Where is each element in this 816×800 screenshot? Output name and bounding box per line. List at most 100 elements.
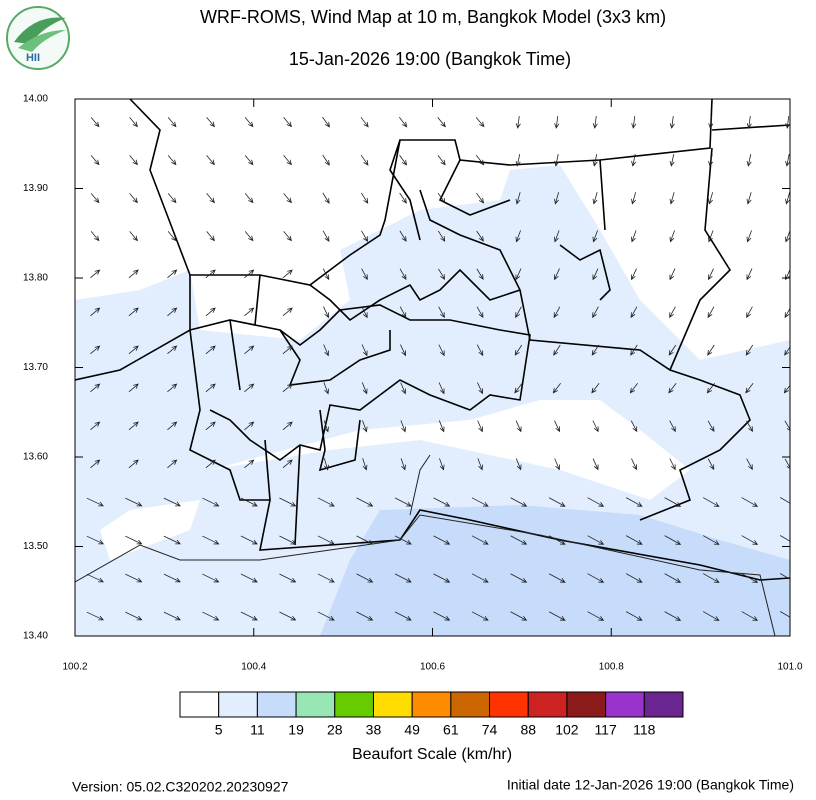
x-tick-label: 100.2 <box>62 662 87 673</box>
legend-swatch <box>527 691 568 718</box>
wind-arrow <box>746 230 752 243</box>
wind-region-calm <box>100 500 200 560</box>
map-area <box>75 99 790 636</box>
wind-arrow <box>664 573 682 583</box>
wind-arrow <box>400 458 406 471</box>
wind-arrow <box>783 384 790 394</box>
legend-label: 61 <box>443 722 459 738</box>
wind-arrow <box>317 611 335 621</box>
wind-arrow <box>322 230 330 243</box>
legend-label: 117 <box>594 722 617 738</box>
wind-arrow <box>477 382 484 395</box>
wind-arrow <box>708 154 714 167</box>
wind-arrow <box>167 383 178 393</box>
legend-swatch <box>372 691 413 718</box>
legend-label: 19 <box>288 722 304 738</box>
wind-arrow <box>706 382 715 394</box>
wind-arrow <box>785 230 790 243</box>
wind-arrow <box>317 573 335 583</box>
wind-arrow <box>631 115 637 129</box>
wind-arrow <box>625 497 643 507</box>
wind-arrow <box>438 344 445 357</box>
wind-arrow <box>437 117 446 128</box>
wind-arrow <box>433 497 451 507</box>
wind-arrow <box>746 458 753 471</box>
wind-arrow <box>205 459 216 469</box>
wind-arrow <box>90 193 100 204</box>
wind-arrow <box>362 420 368 433</box>
wind-arrow <box>702 535 720 545</box>
wind-arrow <box>592 420 599 433</box>
wind-arrow <box>741 611 759 621</box>
wind-arrow <box>167 459 178 469</box>
version: Version: 05.02.C320202.20230927 <box>72 779 289 795</box>
wind-arrow <box>702 573 720 583</box>
wind-arrow <box>746 420 754 432</box>
wind-arrow <box>433 573 451 583</box>
wind-arrow <box>317 535 335 545</box>
wind-arrow <box>439 458 445 471</box>
y-tick-label: 13.80 <box>23 273 48 284</box>
wind-arrow <box>587 535 605 545</box>
wind-arrow <box>591 382 600 394</box>
wind-arrow <box>244 383 255 393</box>
wind-arrow <box>668 344 677 356</box>
legend-title: Beaufort Scale (km/hr) <box>352 746 512 763</box>
wind-arrow <box>708 115 714 129</box>
wind-arrow <box>167 345 178 355</box>
wind-arrow <box>707 306 715 319</box>
wind-arrow <box>356 573 374 583</box>
wind-arrow <box>548 611 566 621</box>
wind-arrow <box>780 497 790 504</box>
wind-arrow <box>437 192 446 204</box>
wind-arrow <box>361 230 369 242</box>
wind-arrow <box>514 344 523 356</box>
wind-arrow <box>129 231 138 242</box>
wind-arrow <box>282 269 293 279</box>
wind-arrow <box>125 573 143 583</box>
wind-arrow <box>669 154 675 167</box>
wind-arrow <box>510 535 528 545</box>
wind-arrow <box>205 383 216 393</box>
wind-arrow <box>784 346 790 356</box>
wind-arrow <box>438 420 445 433</box>
wind-arrow <box>433 611 451 621</box>
wind-arrow <box>510 497 528 507</box>
wind-arrow <box>129 193 138 204</box>
wind-arrow <box>477 420 483 433</box>
wind-arrow <box>548 497 566 507</box>
wind-arrow <box>630 344 638 356</box>
wind-arrow <box>361 382 368 395</box>
wind-arrow <box>515 420 522 433</box>
wind-arrow <box>323 420 329 433</box>
wind-arrow <box>129 117 138 128</box>
wind-arrow <box>202 497 220 507</box>
wind-arrow <box>398 117 408 128</box>
wind-arrow <box>360 192 369 204</box>
wind-arrow <box>167 193 177 204</box>
wind-arrow <box>206 155 215 166</box>
wind-arrow <box>361 268 368 281</box>
x-tick-label: 100.4 <box>241 662 266 673</box>
wind-arrow <box>629 382 638 394</box>
wind-arrow <box>202 573 220 583</box>
wind-arrow <box>279 497 297 507</box>
wind-arrow <box>471 497 489 507</box>
wind-arrow <box>283 193 292 204</box>
wind-arrow <box>206 231 215 242</box>
y-tick-label: 13.40 <box>23 631 48 642</box>
wind-arrow <box>625 573 643 583</box>
wind-arrow <box>554 154 560 167</box>
wind-arrow <box>128 459 139 469</box>
wind-arrow <box>515 154 521 167</box>
wind-arrow <box>664 611 682 621</box>
title: WRF-ROMS, Wind Map at 10 m, Bangkok Mode… <box>200 7 666 27</box>
wind-arrow <box>283 117 292 128</box>
wind-arrow <box>625 611 643 621</box>
wind-arrow <box>90 459 101 469</box>
wind-arrow <box>592 192 598 205</box>
wind-arrow <box>669 306 676 319</box>
wind-arrow <box>476 268 484 280</box>
wind-arrow <box>399 306 407 319</box>
